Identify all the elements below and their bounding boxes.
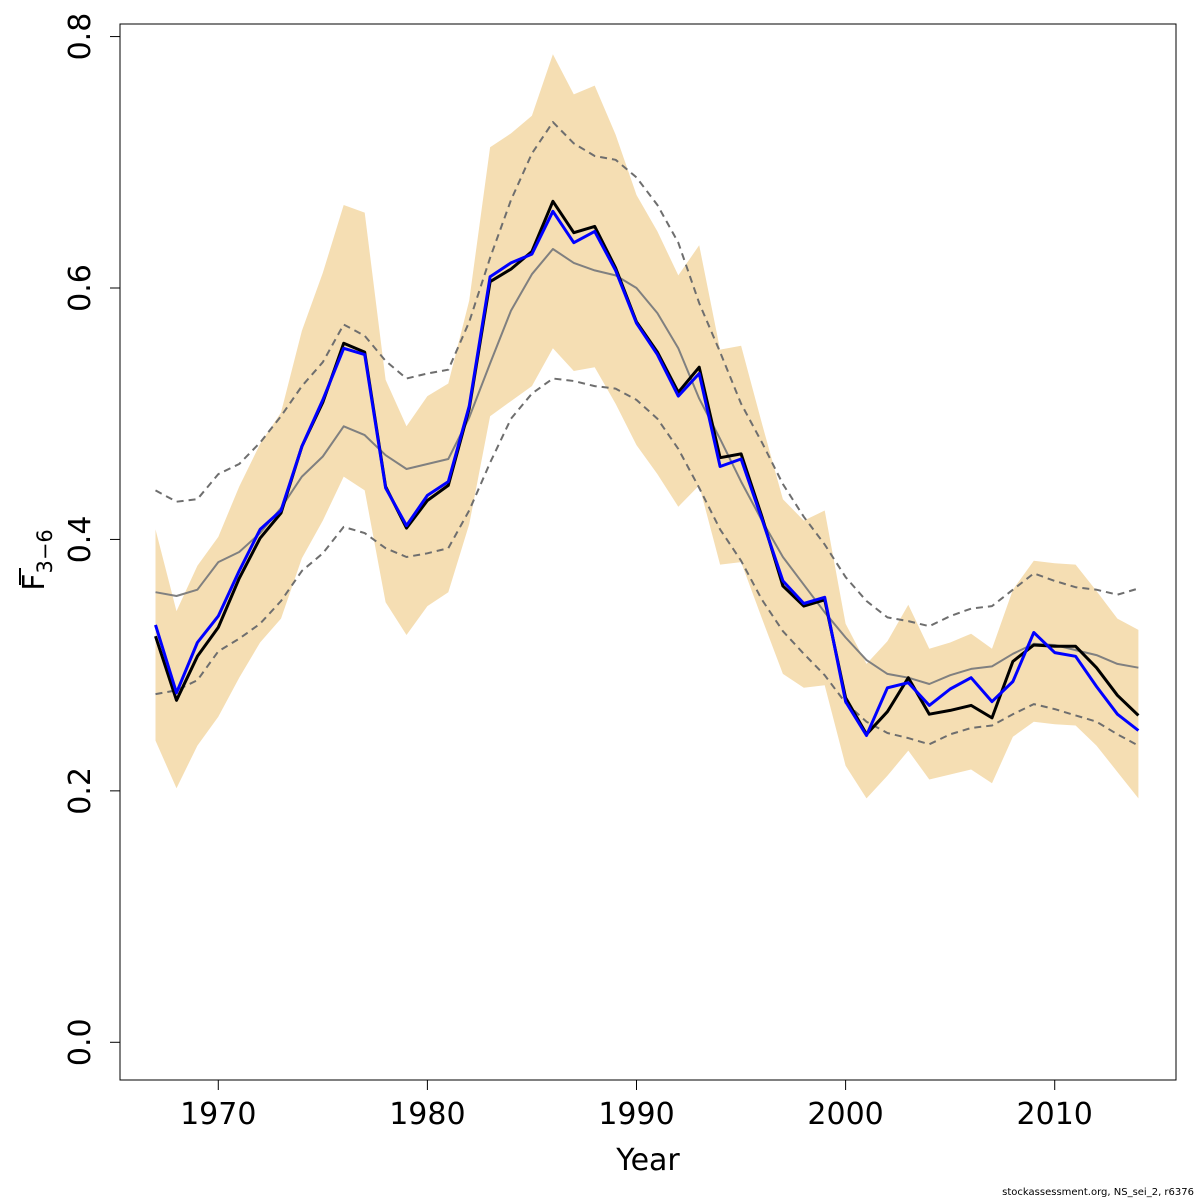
svg-text:F3−6: F3−6 <box>17 529 57 591</box>
upper-dashed-line <box>155 121 1139 628</box>
y-axis-title-main: F <box>17 574 52 591</box>
y-tick-label: 0.6 <box>63 264 98 312</box>
confidence-band <box>155 54 1139 799</box>
y-tick-label: 0.8 <box>63 13 98 61</box>
y-tick-label: 0.2 <box>63 767 98 815</box>
x-axis: 1970 1980 1990 2000 2010 <box>180 1079 1093 1132</box>
x-tick-label: 1970 <box>180 1097 256 1132</box>
x-tick-label: 2010 <box>1017 1097 1093 1132</box>
x-tick-label: 1990 <box>598 1097 674 1132</box>
y-axis: 0.0 0.2 0.4 0.6 0.8 <box>63 13 121 1066</box>
plot-area <box>154 54 1140 799</box>
footer-note: stockassessment.org, NS_sei_2, r6376 <box>1002 1187 1194 1198</box>
lower-dashed-line <box>155 377 1139 747</box>
x-tick-label: 1980 <box>389 1097 465 1132</box>
x-tick-label: 2000 <box>807 1097 883 1132</box>
y-axis-title: F3−6 <box>17 529 57 591</box>
y-axis-title-subscript: 3−6 <box>33 529 57 573</box>
y-tick-label: 0.4 <box>63 516 98 564</box>
y-tick-label: 0.0 <box>63 1018 98 1066</box>
retro-estimate-line <box>154 209 1140 737</box>
median-line <box>155 248 1139 685</box>
x-axis-title: Year <box>615 1143 680 1178</box>
